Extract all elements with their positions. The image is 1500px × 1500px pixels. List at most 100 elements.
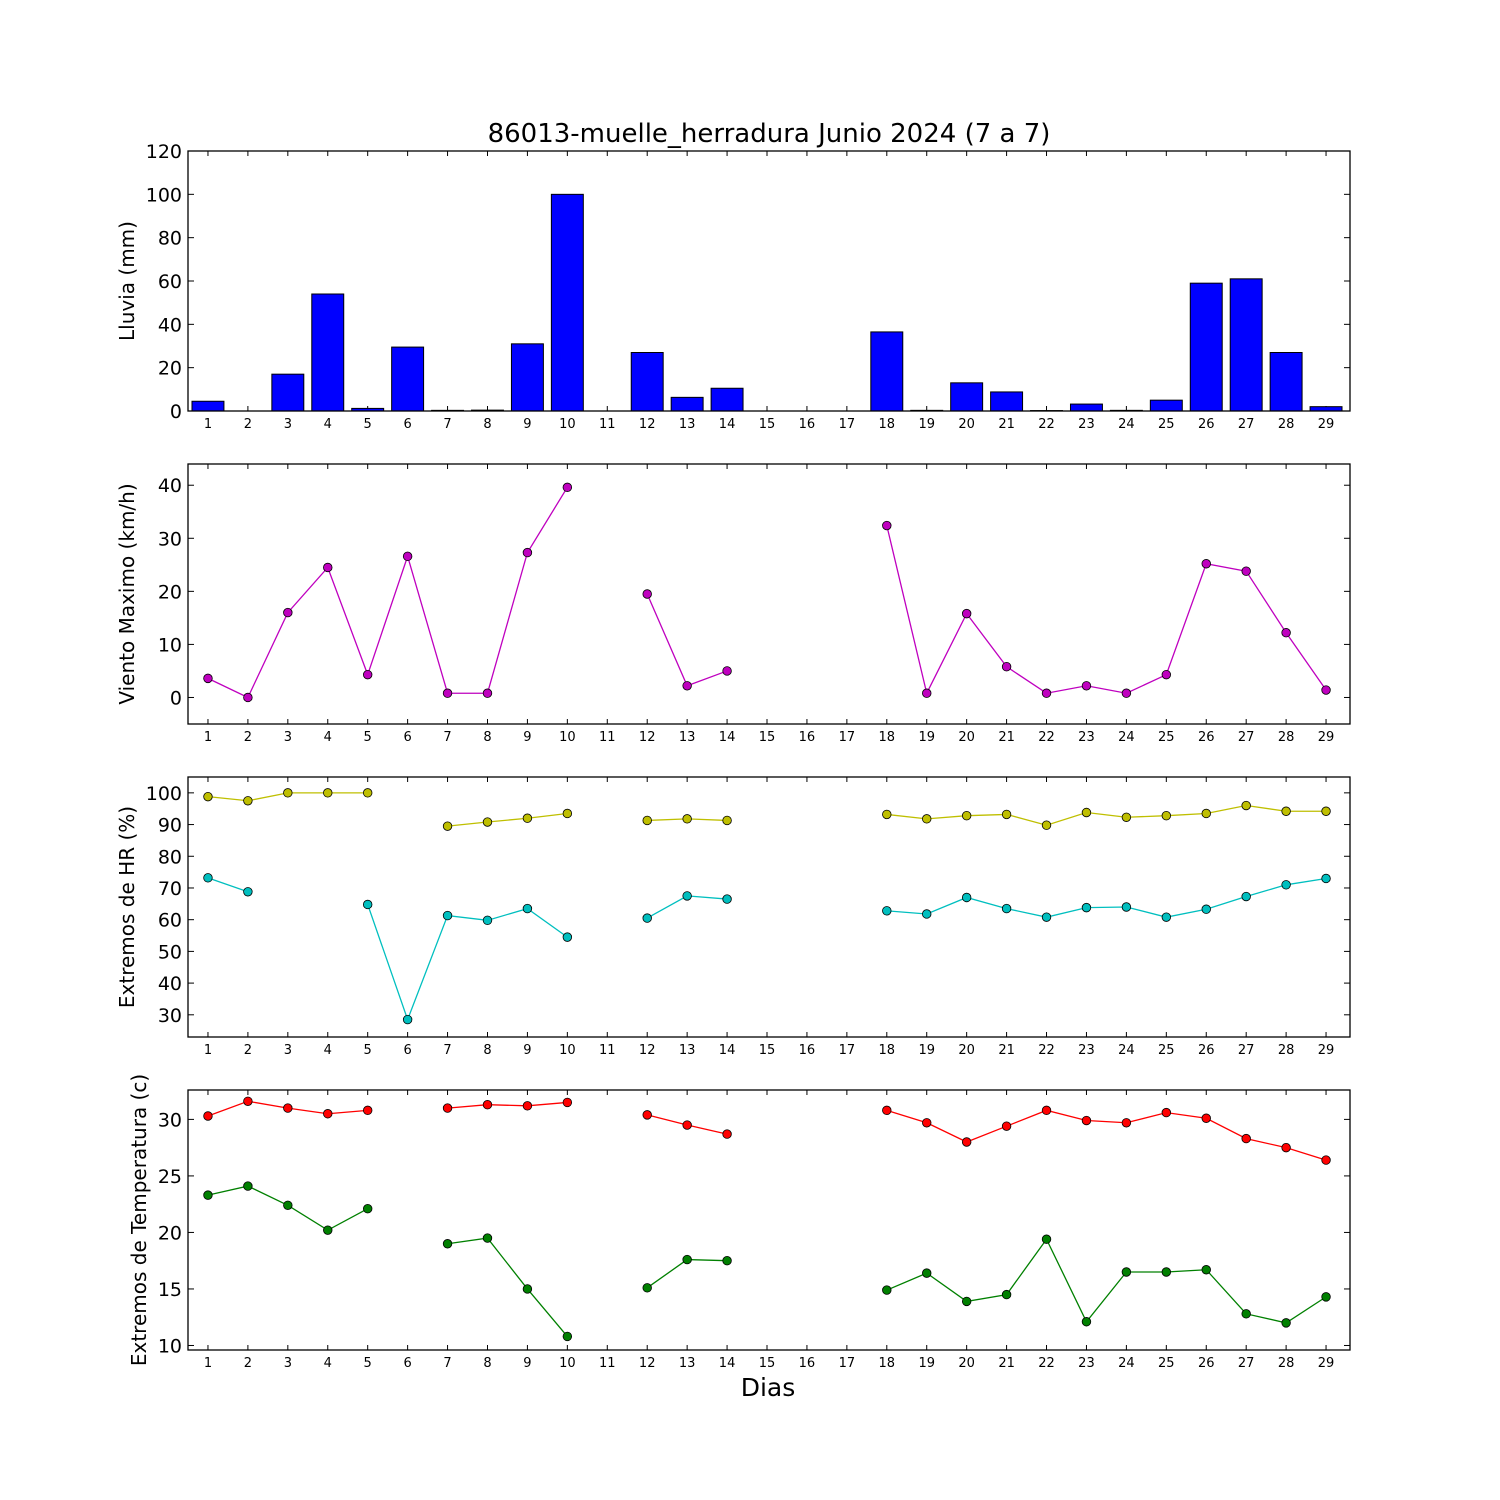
data-point xyxy=(1041,912,1052,922)
x-tick-label: 10 xyxy=(559,1356,576,1371)
series-line xyxy=(447,1237,568,1337)
data-point xyxy=(961,892,972,903)
x-tick-label: 1 xyxy=(204,1356,212,1371)
x-tick-label: 7 xyxy=(443,417,451,432)
x-tick-label: 25 xyxy=(1158,1356,1175,1371)
y-tick-label: 40 xyxy=(158,475,182,497)
data-point xyxy=(1121,688,1132,698)
data-point xyxy=(522,903,533,914)
x-tick-label: 18 xyxy=(879,417,896,432)
data-point xyxy=(922,909,932,919)
x-tick-label: 3 xyxy=(284,1043,292,1058)
x-tick-label: 12 xyxy=(639,1043,656,1058)
data-point xyxy=(1041,1105,1052,1116)
x-tick-label: 20 xyxy=(958,1356,975,1371)
data-point xyxy=(362,669,373,680)
x-tick-label: 24 xyxy=(1118,730,1135,745)
y-axis-label: Extremos de HR (%) xyxy=(115,806,139,1008)
x-tick-label: 19 xyxy=(918,417,935,432)
data-point xyxy=(323,788,333,798)
x-tick-label: 25 xyxy=(1158,417,1175,432)
data-point xyxy=(922,1268,932,1278)
data-point xyxy=(682,891,692,901)
data-point xyxy=(283,1200,293,1211)
data-point xyxy=(323,1225,333,1235)
x-tick-label: 19 xyxy=(918,1043,935,1058)
data-point xyxy=(882,520,892,531)
x-tick-label: 16 xyxy=(799,1043,816,1058)
bar xyxy=(1189,282,1223,412)
data-point xyxy=(323,1109,333,1119)
series-line xyxy=(447,812,568,827)
x-tick-label: 12 xyxy=(639,730,656,745)
data-point xyxy=(283,788,293,798)
data-point xyxy=(442,688,453,698)
x-tick-label: 13 xyxy=(679,417,696,432)
data-point xyxy=(961,1137,972,1147)
data-point xyxy=(482,688,493,698)
data-point xyxy=(1241,566,1251,576)
data-point xyxy=(482,1233,493,1243)
data-point xyxy=(1001,1121,1012,1131)
x-tick-label: 14 xyxy=(719,730,736,745)
series-line xyxy=(886,1109,1327,1161)
x-tick-label: 19 xyxy=(918,730,935,745)
x-tick-label: 8 xyxy=(483,1356,491,1371)
x-tick-label: 22 xyxy=(1038,417,1055,432)
y-tick-label: 80 xyxy=(158,846,182,868)
data-point xyxy=(922,814,932,824)
data-point xyxy=(1121,812,1132,822)
x-tick-label: 6 xyxy=(403,1356,411,1371)
bar xyxy=(670,396,704,412)
data-point xyxy=(1321,873,1331,884)
bar xyxy=(710,387,744,412)
x-tick-label: 4 xyxy=(324,1043,332,1058)
x-tick-label: 23 xyxy=(1078,730,1095,745)
x-tick-label: 26 xyxy=(1198,1043,1215,1058)
bar xyxy=(391,346,425,412)
data-point xyxy=(442,821,453,831)
data-point xyxy=(442,1239,453,1249)
data-point xyxy=(1201,904,1211,914)
data-point xyxy=(482,1099,493,1110)
data-point xyxy=(1321,806,1331,816)
data-point xyxy=(1281,880,1291,890)
y-axis-label: Lluvia (mm) xyxy=(115,221,139,341)
data-point xyxy=(1241,800,1251,811)
data-point xyxy=(722,1129,732,1139)
bar xyxy=(1069,403,1103,412)
x-tick-label: 27 xyxy=(1238,1356,1255,1371)
data-point xyxy=(1081,902,1092,913)
x-tick-label: 14 xyxy=(719,1043,736,1058)
x-axis-label: Dias xyxy=(741,1373,796,1402)
data-point xyxy=(1161,810,1172,821)
data-point xyxy=(1001,661,1012,672)
plot-frame xyxy=(187,463,1351,725)
data-point xyxy=(402,1014,413,1025)
data-point xyxy=(1121,1118,1132,1128)
x-tick-label: 21 xyxy=(998,1356,1015,1371)
y-axis-label: Extremos de Temperatura (c) xyxy=(127,1074,151,1366)
data-point xyxy=(882,1105,892,1116)
x-tick-label: 5 xyxy=(364,1043,372,1058)
data-point xyxy=(1281,1318,1291,1328)
x-tick-label: 28 xyxy=(1278,1356,1295,1371)
x-tick-label: 15 xyxy=(759,417,776,432)
y-axis-label: Viento Maximo (km/h) xyxy=(115,483,139,704)
bar xyxy=(510,343,544,412)
x-tick-label: 10 xyxy=(559,417,576,432)
data-point xyxy=(1321,1292,1331,1302)
data-point xyxy=(1241,891,1251,902)
chart-title: 86013-muelle_herradura Junio 2024 (7 a 7… xyxy=(488,119,1051,149)
data-point xyxy=(642,913,652,923)
x-tick-label: 22 xyxy=(1038,1043,1055,1058)
data-point xyxy=(1001,903,1012,914)
data-point xyxy=(203,1190,213,1200)
x-tick-label: 15 xyxy=(759,730,776,745)
x-tick-label: 12 xyxy=(639,1356,656,1371)
x-tick-label: 3 xyxy=(284,730,292,745)
y-tick-label: 25 xyxy=(158,1166,182,1188)
x-tick-label: 4 xyxy=(324,1356,332,1371)
